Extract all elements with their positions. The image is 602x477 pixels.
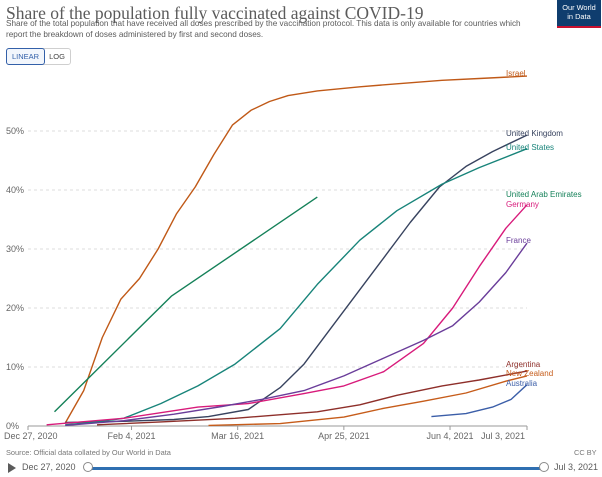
y-tick-label: 40% xyxy=(6,185,24,195)
series-label-israel: Israel xyxy=(506,69,526,78)
y-tick-label: 30% xyxy=(6,244,24,254)
chart-subtitle: Share of the total population that have … xyxy=(6,19,521,39)
y-tick-label: 0% xyxy=(6,421,19,431)
x-tick-label: Mar 16, 2021 xyxy=(211,431,264,441)
logo-accent-bar xyxy=(557,26,601,28)
y-tick-label: 50% xyxy=(6,126,24,136)
series-line-france xyxy=(65,242,528,427)
play-icon[interactable] xyxy=(8,463,16,473)
series-line-argentina xyxy=(96,370,528,426)
linear-scale-button[interactable]: LINEAR xyxy=(6,48,46,65)
x-tick-label: Jun 4, 2021 xyxy=(427,431,474,441)
series-line-australia xyxy=(431,384,528,418)
logo-line-2: in Data xyxy=(567,11,591,21)
y-axis-ticks: 0% 10% 20% 30% 40% 50% xyxy=(6,126,24,431)
series-lines xyxy=(46,75,528,427)
series-label-united-states: United States xyxy=(506,143,554,152)
chart-title: Share of the population fully vaccinated… xyxy=(6,3,424,23)
series-label-france: France xyxy=(506,236,531,245)
y-tick-label: 10% xyxy=(6,362,24,372)
timeline-start-handle[interactable] xyxy=(83,462,93,472)
series-label-united-arab-emirates: United Arab Emirates xyxy=(506,190,582,199)
series-label-argentina: Argentina xyxy=(506,360,541,369)
timeline-end-label: Jul 3, 2021 xyxy=(554,462,599,472)
series-line-united-kingdom xyxy=(65,134,528,424)
x-tick-label: Apr 25, 2021 xyxy=(318,431,370,441)
timeline-start-label: Dec 27, 2020 xyxy=(22,462,76,472)
x-axis-ticks: Dec 27, 2020 Feb 4, 2021 Mar 16, 2021 Apr 2… xyxy=(4,426,528,441)
log-scale-button[interactable]: LOG xyxy=(49,52,65,61)
x-tick-label: Dec 27, 2020 xyxy=(4,431,58,441)
owid-logo[interactable]: Our World in Data xyxy=(557,0,601,26)
timeline-track[interactable] xyxy=(88,467,544,470)
x-tick-label: Feb 4, 2021 xyxy=(107,431,155,441)
license-link[interactable]: CC BY xyxy=(574,448,597,457)
series-line-united-arab-emirates xyxy=(54,196,318,413)
series-label-united-kingdom: United Kingdom xyxy=(506,129,563,138)
timeline: Dec 27, 2020 Jul 3, 2021 xyxy=(0,459,602,477)
series-line-israel xyxy=(64,75,528,424)
y-tick-label: 20% xyxy=(6,303,24,313)
series-line-germany xyxy=(46,204,528,426)
series-line-new-zealand xyxy=(208,375,528,427)
series-labels: Israel United Kingdom United States United … xyxy=(506,69,582,388)
series-label-germany: Germany xyxy=(506,200,539,209)
series-label-australia: Australia xyxy=(506,379,538,388)
scale-toggle: LINEAR LOG xyxy=(6,48,71,65)
logo-line-1: Our World xyxy=(562,3,596,12)
gridlines xyxy=(28,130,527,427)
x-tick-label: Jul 3, 2021 xyxy=(481,431,525,441)
series-label-new-zealand: New Zealand xyxy=(506,369,553,378)
timeline-end-handle[interactable] xyxy=(539,462,549,472)
source-note: Source: Official data collated by Our Wo… xyxy=(6,448,171,457)
